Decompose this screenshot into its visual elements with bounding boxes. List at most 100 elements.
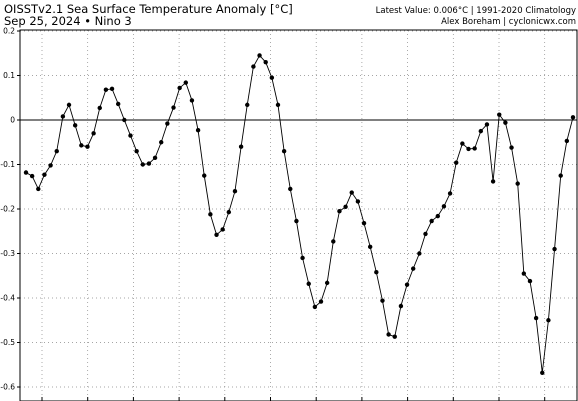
data-point — [257, 53, 262, 58]
data-point — [527, 278, 533, 284]
data-point — [331, 239, 336, 244]
data-point — [374, 269, 379, 275]
series-line — [25, 54, 574, 373]
data-point — [386, 332, 391, 337]
data-point — [177, 85, 182, 91]
data-point — [515, 181, 520, 186]
data-point — [72, 123, 78, 128]
data-point — [202, 173, 207, 178]
data-point — [349, 190, 354, 195]
data-point — [521, 271, 527, 276]
data-point — [288, 186, 293, 192]
data-point — [546, 318, 551, 323]
data-point — [380, 298, 385, 303]
y-tick-label: 0.1 — [3, 71, 15, 80]
data-point — [454, 160, 459, 165]
data-point — [306, 281, 311, 286]
data-point — [109, 86, 115, 92]
data-point — [97, 105, 102, 111]
data-point — [324, 280, 330, 286]
data-point — [497, 112, 502, 117]
data-point — [226, 209, 232, 215]
data-point — [103, 87, 109, 92]
data-point — [460, 141, 465, 146]
data-point — [85, 144, 90, 149]
data-point — [214, 232, 219, 238]
data-point — [533, 315, 539, 321]
data-point — [343, 204, 348, 209]
data-point — [36, 186, 41, 192]
credit-label: Alex Boreham | cyclonicwx.com — [441, 17, 576, 27]
data-point — [318, 299, 324, 304]
data-point — [79, 143, 84, 148]
data-point — [509, 145, 514, 150]
data-point — [423, 231, 428, 237]
data-point — [490, 179, 496, 184]
data-point — [208, 212, 213, 217]
data-point — [570, 115, 576, 120]
data-point — [435, 213, 440, 219]
data-point — [54, 148, 59, 154]
grid-lines — [20, 30, 577, 401]
data-point — [29, 173, 35, 179]
data-point — [552, 246, 557, 252]
data-point — [447, 191, 453, 196]
data-point — [146, 161, 152, 166]
data-point — [238, 144, 244, 149]
data-point — [60, 114, 66, 119]
plot-frame — [19, 29, 578, 401]
data-point — [484, 122, 490, 127]
data-point — [281, 148, 287, 154]
data-point — [23, 170, 29, 175]
data-point — [361, 221, 367, 226]
data-point — [294, 218, 299, 224]
data-point — [441, 204, 447, 209]
data-point — [134, 148, 139, 154]
y-tick-label: -0.1 — [0, 160, 15, 169]
data-point — [429, 218, 434, 224]
data-point — [269, 75, 275, 80]
data-point — [263, 59, 268, 65]
data-point — [152, 155, 158, 161]
data-point — [367, 244, 373, 250]
y-tick-label: -0.5 — [0, 338, 15, 347]
data-point — [312, 304, 318, 310]
data-point — [165, 121, 170, 126]
data-point — [404, 282, 410, 287]
data-point — [159, 140, 164, 145]
data-point — [128, 133, 133, 138]
data-point — [48, 163, 53, 168]
data-point — [91, 131, 96, 136]
y-tick-label: -0.3 — [0, 249, 15, 258]
data-point — [417, 251, 422, 256]
latest-value-label: Latest Value: 0.006°C | 1991-2020 Climat… — [376, 6, 576, 16]
data-point — [472, 146, 477, 151]
data-point — [183, 80, 188, 85]
data-point — [398, 303, 404, 309]
data-point — [189, 98, 195, 103]
data-point — [245, 102, 250, 108]
data-point — [171, 105, 176, 110]
data-point — [564, 138, 570, 144]
data-point — [42, 172, 47, 177]
data-point — [251, 64, 256, 69]
data-point — [540, 370, 545, 375]
data-point — [558, 173, 563, 178]
data-point — [300, 255, 305, 261]
data-point — [392, 334, 397, 339]
data-point — [503, 120, 508, 125]
chart-title: OISSTv2.1 Sea Surface Temperature Anomal… — [4, 2, 293, 16]
data-point — [195, 128, 201, 133]
chart-subtitle: Sep 25, 2024 • Nino 3 — [4, 14, 132, 28]
data-point — [220, 227, 225, 232]
data-point — [122, 117, 127, 123]
y-tick-label: -0.6 — [0, 383, 15, 392]
data-point — [355, 199, 361, 204]
series-points — [23, 53, 576, 375]
y-tick-label: 0.2 — [3, 27, 15, 36]
data-point — [275, 102, 281, 108]
data-point — [466, 146, 471, 152]
data-point — [411, 266, 416, 271]
data-point — [337, 209, 342, 214]
y-tick-label: -0.2 — [0, 205, 15, 214]
